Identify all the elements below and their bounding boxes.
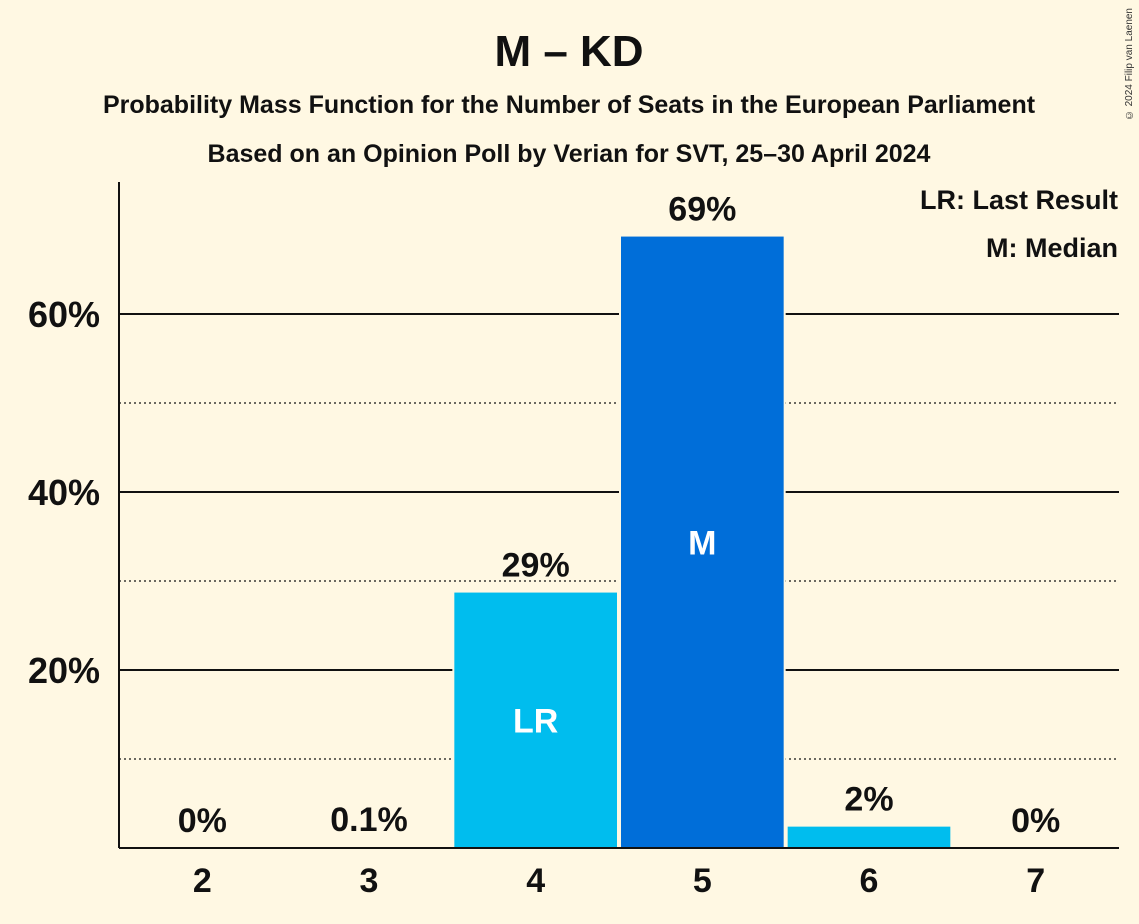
y-tick-label: 60%: [28, 294, 100, 335]
bar-value-label: 69%: [668, 191, 736, 229]
legend-entry: LR: Last Result: [920, 185, 1118, 215]
x-tick-label: 5: [693, 862, 712, 900]
bars: 0% 2 0.1% 3 29% LR 4 69% M 5 2% 6 0% 7: [178, 191, 1060, 900]
chart-subtitle: Probability Mass Function for the Number…: [103, 91, 1036, 119]
bar-value-label: 0%: [1011, 802, 1060, 840]
legend: LR: Last Result M: Median: [920, 185, 1118, 263]
gridlines: 20% 40% 60%: [28, 294, 1119, 760]
x-tick-label: 7: [1026, 862, 1045, 900]
x-tick-label: 2: [193, 862, 212, 900]
chart-title: M – KD: [494, 27, 643, 76]
y-tick-label: 20%: [28, 650, 100, 691]
legend-entry: M: Median: [986, 233, 1118, 263]
bar-marker-label: M: [688, 524, 716, 562]
copyright-notice: © 2024 Filip van Laenen: [1124, 8, 1135, 121]
bar-value-label: 0.1%: [330, 801, 408, 839]
bar-value-label: 29%: [502, 547, 570, 585]
bar: [787, 826, 951, 848]
bar-marker-label: LR: [513, 702, 558, 740]
bar: [621, 236, 784, 848]
y-tick-label: 40%: [28, 472, 100, 513]
bar: [454, 592, 617, 848]
axes: [118, 182, 1119, 849]
x-tick-label: 4: [526, 862, 545, 900]
bar-value-label: 2%: [844, 781, 893, 819]
x-tick-label: 6: [860, 862, 879, 900]
x-tick-label: 3: [360, 862, 379, 900]
bar-value-label: 0%: [178, 802, 227, 840]
chart-subtitle-2: Based on an Opinion Poll by Verian for S…: [208, 140, 931, 168]
